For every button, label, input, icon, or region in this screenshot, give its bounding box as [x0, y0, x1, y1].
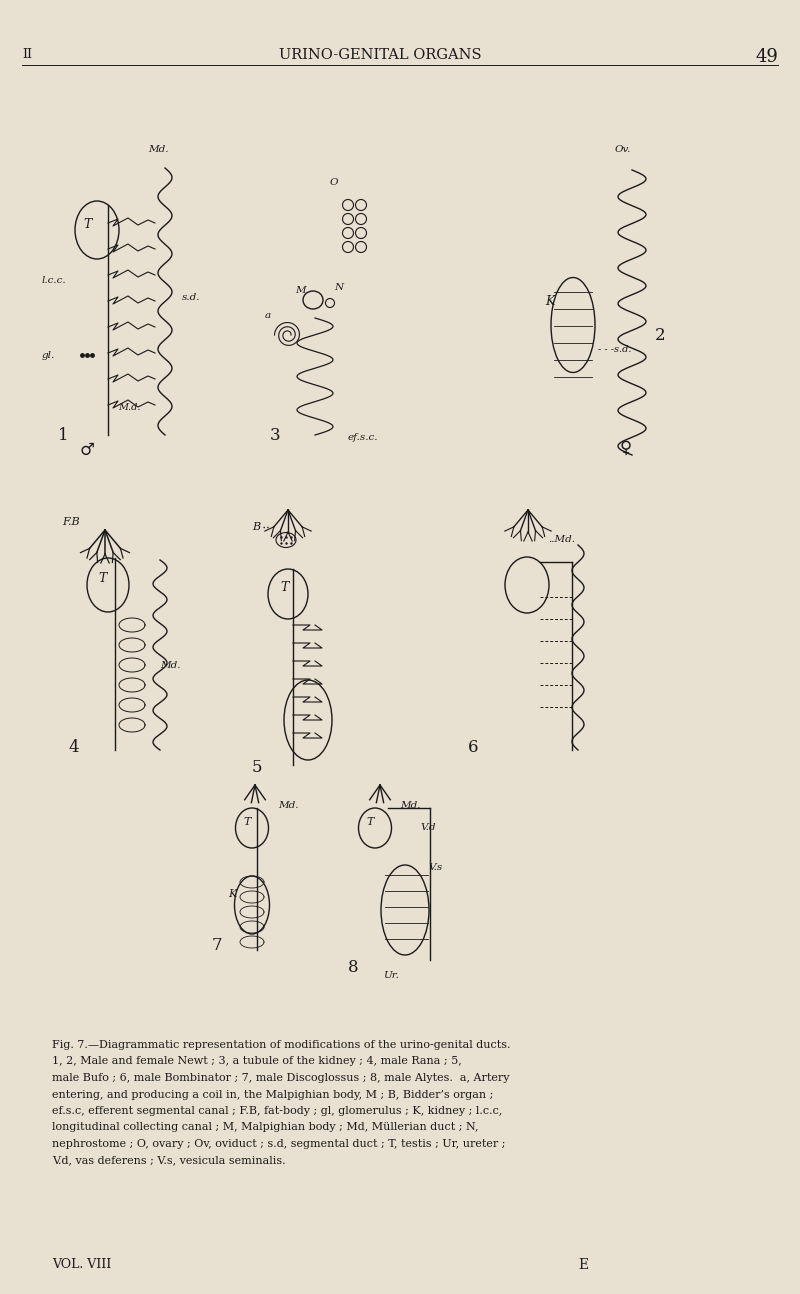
Text: ♀: ♀ [620, 440, 632, 457]
Text: ef.s.c.: ef.s.c. [348, 433, 378, 443]
Text: T: T [366, 817, 374, 827]
Text: M: M [295, 286, 306, 295]
Text: T: T [98, 572, 106, 585]
Text: gl.: gl. [42, 351, 55, 360]
Text: Md.: Md. [148, 145, 169, 154]
Text: 6: 6 [468, 739, 478, 756]
Text: 7: 7 [212, 937, 222, 954]
Text: ef.s.c, efferent segmental canal ; F.B, fat-body ; gl, glomerulus ; K, kidney ; : ef.s.c, efferent segmental canal ; F.B, … [52, 1106, 502, 1115]
Text: a: a [265, 311, 271, 320]
Text: T: T [83, 217, 91, 232]
Text: Ov.: Ov. [615, 145, 631, 154]
Text: l.c.c.: l.c.c. [42, 276, 66, 285]
Text: T: T [280, 581, 288, 594]
Text: Md.: Md. [400, 801, 421, 810]
Text: URINO-GENITAL ORGANS: URINO-GENITAL ORGANS [278, 48, 482, 62]
Text: II: II [22, 48, 32, 61]
Text: 3: 3 [270, 427, 281, 444]
Text: M.d.: M.d. [118, 402, 141, 411]
Text: V.s: V.s [428, 863, 442, 872]
Text: Fig. 7.—Diagrammatic representation of modifications of the urino-genital ducts.: Fig. 7.—Diagrammatic representation of m… [52, 1040, 510, 1049]
Text: V.d: V.d [420, 823, 435, 832]
Text: B: B [252, 521, 260, 532]
Text: N: N [334, 283, 343, 292]
Text: 2: 2 [655, 327, 666, 344]
Text: 8: 8 [348, 959, 358, 976]
Text: K: K [228, 889, 236, 899]
Text: Md.: Md. [278, 801, 298, 810]
Text: 1, 2, Male and female Newt ; 3, a tubule of the kidney ; 4, male Rana ; 5,: 1, 2, Male and female Newt ; 3, a tubule… [52, 1056, 462, 1066]
Text: longitudinal collecting canal ; M, Malpighian body ; Md, Müllerian duct ; N,: longitudinal collecting canal ; M, Malpi… [52, 1122, 478, 1132]
Text: V.d, vas deferens ; V.s, vesicula seminalis.: V.d, vas deferens ; V.s, vesicula semina… [52, 1156, 286, 1166]
Text: s.d.: s.d. [182, 292, 201, 302]
Text: K: K [545, 295, 554, 308]
Text: 4: 4 [68, 739, 78, 756]
Text: Ur.: Ur. [383, 970, 399, 980]
Text: 49: 49 [755, 48, 778, 66]
Text: ..Md.: ..Md. [548, 534, 575, 543]
Text: male Bufo ; 6, male Bombinator ; 7, male Discoglossus ; 8, male Alytes.  a, Arte: male Bufo ; 6, male Bombinator ; 7, male… [52, 1073, 510, 1083]
Text: F.B: F.B [62, 518, 80, 527]
Text: T: T [243, 817, 250, 827]
Text: nephrostome ; O, ovary ; Ov, oviduct ; s.d, segmental duct ; T, testis ; Ur, ure: nephrostome ; O, ovary ; Ov, oviduct ; s… [52, 1139, 506, 1149]
Text: E: E [578, 1258, 588, 1272]
Text: 1: 1 [58, 427, 69, 444]
Text: Md.: Md. [160, 661, 181, 670]
Text: O: O [330, 179, 338, 188]
Text: ♂: ♂ [80, 443, 95, 459]
Text: - - -s.d.: - - -s.d. [598, 345, 631, 355]
Text: entering, and producing a coil in, the Malpighian body, M ; B, Bidder’s organ ;: entering, and producing a coil in, the M… [52, 1090, 494, 1100]
Text: VOL. VIII: VOL. VIII [52, 1258, 111, 1271]
Text: 5: 5 [252, 760, 262, 776]
